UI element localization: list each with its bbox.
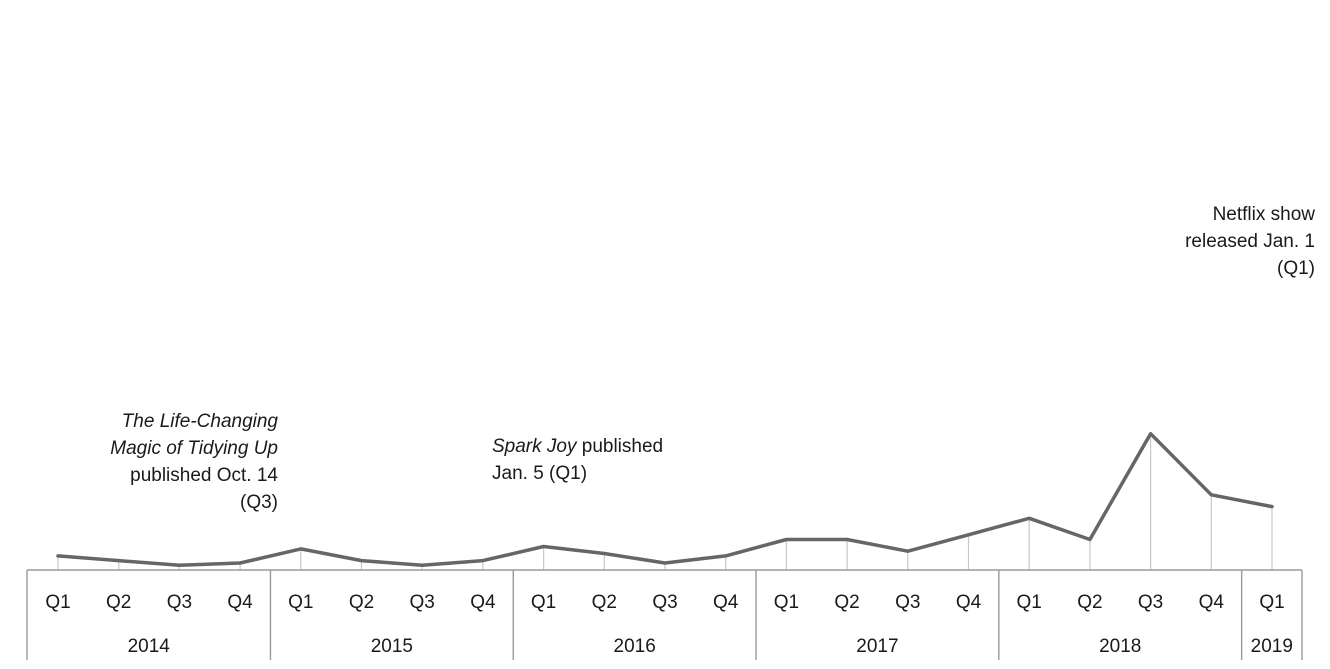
year-label: 2015 [371, 636, 413, 657]
x-tick-labels: Q1 Q2 Q3 Q4 Q1 Q2 Q3 Q4 Q1 Q2 Q3 Q4 Q1 Q2 Q3 Q4 Q1 Q2 Q3 Q4… [45, 592, 1284, 613]
annotation-text: published [576, 436, 664, 457]
annotation-text: The Life-Changing [121, 411, 278, 432]
x-tick-label: Q4 [956, 592, 982, 613]
year-label: 2014 [128, 636, 171, 657]
annotation-line: The Life-Changing [60, 408, 278, 435]
year-label: 2019 [1251, 636, 1293, 657]
x-tick-label: Q2 [1077, 592, 1102, 613]
x-tick-label: Q3 [895, 592, 920, 613]
annotation-netflix-show: Netflix show released Jan. 1 (Q1) [1120, 201, 1315, 282]
x-tick-label: Q1 [774, 592, 799, 613]
x-tick-label: Q3 [1138, 592, 1163, 613]
annotation-line: released Jan. 1 [1120, 228, 1315, 255]
series-line-group [56, 431, 1274, 568]
x-tick-label: Q1 [1259, 592, 1284, 613]
x-tick-label: Q4 [470, 592, 496, 613]
year-label: 2017 [856, 636, 898, 657]
annotation-line: Netflix show [1120, 201, 1315, 228]
x-tick-label: Q3 [167, 592, 192, 613]
year-label: 2018 [1099, 636, 1141, 657]
x-tick-label: Q4 [1199, 592, 1225, 613]
annotation-spark-joy: Spark Joy published Jan. 5 (Q1) [492, 433, 712, 487]
x-axis-table [26, 569, 1303, 660]
annotation-text: released Jan. 1 [1185, 231, 1315, 252]
annotation-life-changing-magic: The Life-Changing Magic of Tidying Up publ… [60, 408, 278, 516]
annotation-line: (Q1) [1120, 255, 1315, 282]
x-tick-label: Q2 [834, 592, 859, 613]
x-tick-label: Q1 [1017, 592, 1042, 613]
annotation-line: Magic of Tidying Up [60, 435, 278, 462]
year-label: 2016 [614, 636, 656, 657]
series-line [56, 431, 1274, 568]
x-tick-label: Q1 [531, 592, 556, 613]
x-tick-label: Q2 [349, 592, 374, 613]
x-tick-label: Q1 [288, 592, 313, 613]
annotation-text: Spark Joy [492, 436, 577, 457]
annotation-line: published Oct. 14 [60, 462, 278, 489]
annotation-text: (Q1) [1277, 258, 1315, 279]
x-year-labels: 2014 2015 2016 2017 2018 2019 [128, 636, 1293, 657]
annotation-text: Jan. 5 (Q1) [492, 463, 588, 484]
annotation-line: (Q3) [60, 489, 278, 516]
annotation-text: Magic of Tidying Up [110, 438, 278, 459]
x-tick-label: Q3 [652, 592, 677, 613]
x-tick-label: Q1 [45, 592, 70, 613]
x-tick-label: Q4 [713, 592, 739, 613]
x-tick-label: Q2 [592, 592, 617, 613]
annotation-line: Spark Joy published [492, 433, 712, 460]
annotation-text: published Oct. 14 [130, 465, 278, 486]
annotation-text: (Q3) [240, 492, 278, 513]
x-tick-label: Q3 [410, 592, 435, 613]
x-tick-label: Q4 [227, 592, 253, 613]
annotation-line: Jan. 5 (Q1) [492, 460, 712, 487]
x-tick-label: Q2 [106, 592, 131, 613]
annotation-text: Netflix show [1212, 204, 1315, 225]
